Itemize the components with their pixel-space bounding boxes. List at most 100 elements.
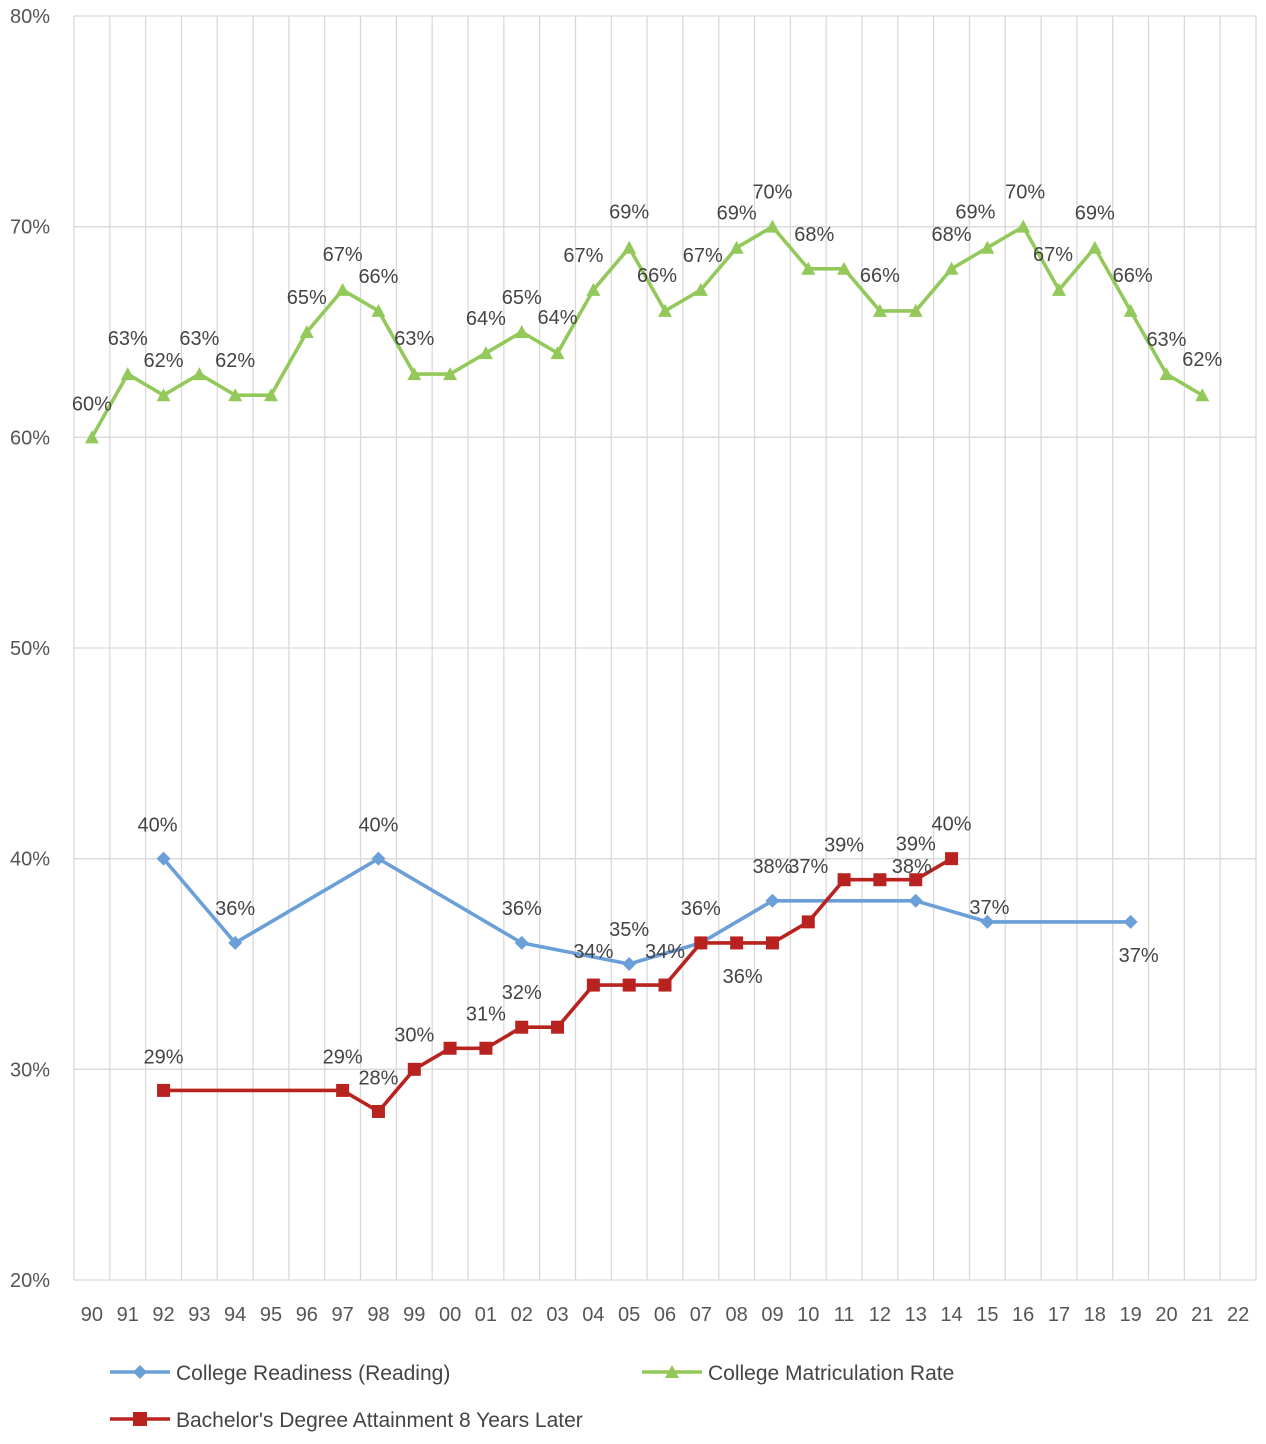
- data-label: 67%: [683, 245, 723, 267]
- x-tick-label: 14: [940, 1304, 962, 1326]
- data-label: 69%: [717, 203, 757, 225]
- data-label: 66%: [637, 265, 677, 287]
- data-point-triangle: [1052, 282, 1066, 296]
- axes: 20% 30% 40% 50% 60% 70% 80% 90 91 92 93 94 95 96 97 98 9…: [10, 6, 1249, 1326]
- x-tick-label: 93: [188, 1304, 210, 1326]
- data-label: 38%: [752, 856, 792, 878]
- data-label: 60%: [72, 393, 112, 415]
- data-point-triangle: [729, 240, 744, 254]
- x-tick-label: 07: [690, 1304, 712, 1326]
- x-tick-label: 11: [834, 1304, 855, 1326]
- data-point-triangle: [478, 346, 493, 360]
- x-tick-label: 02: [511, 1304, 533, 1326]
- data-point-square: [873, 873, 887, 887]
- legend: College Readiness (Reading) College Matri…: [110, 1362, 954, 1432]
- markers: [84, 219, 1210, 1118]
- y-tick-label: 20%: [10, 1270, 50, 1292]
- data-label: 70%: [1005, 182, 1045, 204]
- data-point-triangle: [980, 240, 995, 254]
- data-point-square: [658, 978, 672, 992]
- x-tick-label: 90: [81, 1304, 103, 1326]
- data-point-triangle: [908, 303, 923, 317]
- x-tick-label: 15: [976, 1304, 998, 1326]
- data-label: 32%: [502, 982, 542, 1004]
- data-point-triangle: [371, 303, 386, 317]
- data-point-diamond: [765, 893, 780, 908]
- data-point-triangle: [264, 388, 278, 402]
- x-tick-label: 20: [1155, 1304, 1177, 1326]
- data-point-square: [479, 1041, 493, 1055]
- data-label: 38%: [892, 856, 932, 878]
- data-point-triangle: [622, 240, 637, 254]
- x-tick-label: 12: [869, 1304, 891, 1326]
- data-label: 65%: [287, 287, 327, 309]
- legend-marker: [133, 1412, 147, 1426]
- data-label: 40%: [358, 815, 398, 837]
- data-label: 69%: [1075, 203, 1115, 225]
- x-tick-label: 03: [546, 1304, 568, 1326]
- data-labels: 40%36%40%36%35%36%38% 38%37%37%60%63%62%6…: [72, 182, 1223, 1090]
- data-point-triangle: [407, 367, 422, 381]
- x-tick-label: 98: [367, 1304, 389, 1326]
- data-label: 63%: [1146, 329, 1186, 351]
- data-point-square: [945, 852, 959, 866]
- data-point-square: [443, 1041, 457, 1055]
- data-point-triangle: [84, 430, 99, 444]
- data-label: 40%: [138, 815, 178, 837]
- legend-label: College Matriculation Rate: [708, 1362, 954, 1385]
- data-label: 29%: [144, 1046, 184, 1068]
- data-label: 37%: [969, 897, 1009, 919]
- data-point-triangle: [837, 261, 852, 275]
- legend-label: College Readiness (Reading): [176, 1362, 450, 1385]
- data-label: 35%: [609, 919, 649, 941]
- data-point-square: [909, 873, 923, 887]
- data-label: 67%: [563, 245, 603, 267]
- y-tick-label: 30%: [10, 1059, 50, 1081]
- x-tick-label: 09: [761, 1304, 783, 1326]
- data-label: 37%: [788, 856, 828, 878]
- legend-label: Bachelor's Degree Attainment 8 Years Lat…: [176, 1409, 583, 1432]
- data-label: 62%: [144, 350, 184, 372]
- data-label: 36%: [215, 898, 255, 920]
- data-label: 34%: [573, 941, 613, 963]
- data-point-triangle: [514, 325, 529, 338]
- data-point-triangle: [658, 303, 672, 317]
- x-tick-label: 95: [260, 1304, 282, 1326]
- data-point-triangle: [944, 261, 959, 275]
- data-point-triangle: [550, 346, 565, 360]
- data-point-square: [694, 936, 708, 950]
- data-label: 66%: [1113, 265, 1153, 287]
- data-label: 28%: [358, 1067, 398, 1089]
- x-tick-label: 01: [475, 1304, 497, 1326]
- legend-item: College Readiness (Reading): [110, 1362, 450, 1385]
- data-point-triangle: [443, 367, 458, 381]
- x-tick-label: 08: [726, 1304, 748, 1326]
- data-point-square: [622, 978, 636, 992]
- x-tick-label: 94: [224, 1304, 246, 1326]
- x-tick-label: 17: [1048, 1304, 1070, 1326]
- data-label: 36%: [502, 898, 542, 920]
- data-point-triangle: [801, 261, 816, 275]
- data-point-square: [407, 1062, 421, 1076]
- series-line: [161, 856, 954, 1114]
- data-label: 63%: [179, 328, 219, 350]
- y-tick-label: 40%: [10, 849, 50, 871]
- data-point-diamond: [371, 851, 386, 866]
- data-point-triangle: [228, 388, 243, 402]
- data-label: 66%: [860, 265, 900, 287]
- data-label: 31%: [466, 1003, 506, 1025]
- data-label: 63%: [108, 328, 148, 350]
- data-point-square: [515, 1020, 529, 1034]
- data-point-triangle: [1016, 219, 1031, 233]
- data-label: 64%: [538, 307, 578, 329]
- y-tick-label: 80%: [10, 6, 50, 28]
- x-tick-label: 00: [439, 1304, 461, 1326]
- data-label: 68%: [794, 224, 834, 246]
- data-label: 65%: [502, 287, 542, 309]
- y-tick-label: 70%: [10, 217, 50, 239]
- data-label: 68%: [932, 224, 972, 246]
- data-point-diamond: [1123, 914, 1138, 929]
- data-point-square: [157, 1083, 171, 1097]
- data-point-triangle: [1123, 303, 1138, 317]
